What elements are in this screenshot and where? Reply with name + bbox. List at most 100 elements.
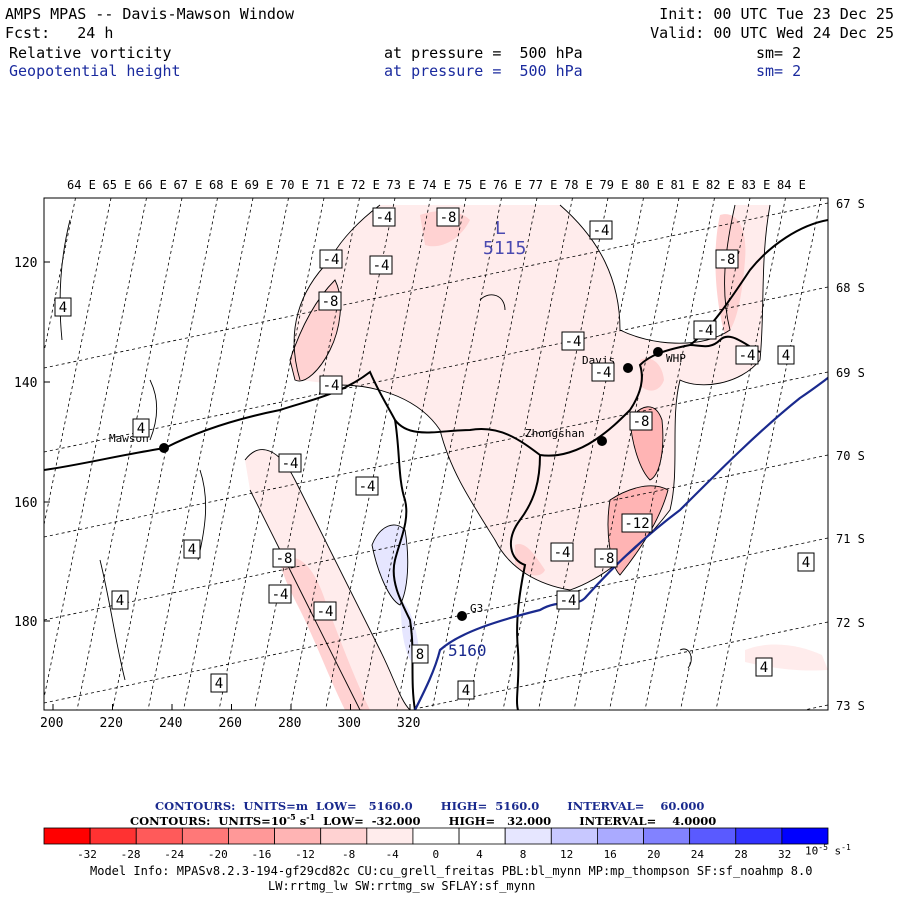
lat-label: 72 S: [836, 616, 865, 630]
lat-gridline: [407, 621, 828, 710]
vort-label-box: [183, 539, 201, 559]
unit-s: s: [827, 844, 842, 858]
lon-label: 77 E: [529, 178, 558, 192]
height-contour-label: 5160: [448, 641, 487, 660]
station-dot: [457, 611, 467, 621]
vort-label: -8: [272, 548, 296, 568]
station-label: Zhongshan: [525, 427, 585, 440]
vort-label-box: [755, 657, 773, 677]
colorbar: -32 -28 -24 -20 -16 -12 -8 -4 0 4 8 12 16 20 24 28 32: [43, 827, 829, 861]
vort-label-text: -8: [440, 210, 457, 226]
colorbar-cell: [228, 827, 275, 845]
vort-label-box: [589, 220, 613, 240]
lon-label: 82 E: [706, 178, 735, 192]
vort-label-box: [621, 513, 653, 533]
vort-label: -4: [561, 331, 585, 351]
lat-label: 73 S: [836, 699, 865, 713]
vort-label: 4: [132, 418, 150, 438]
vort-label-text: -4: [282, 456, 299, 472]
x-tick-label: 300: [338, 716, 361, 731]
vort-label-box: [411, 644, 429, 664]
unit-exp: -5: [818, 843, 828, 852]
colorbar-cell: [735, 827, 783, 845]
colorbar-label: 32: [778, 848, 791, 861]
colorbar-cell: [366, 827, 414, 845]
colorbar-cell: [43, 827, 91, 845]
vort-label: -8: [318, 291, 342, 311]
height-contour-5160: [414, 376, 828, 710]
vort-label-box: [319, 249, 343, 269]
vort-label-text: -8: [276, 551, 293, 567]
x-axis-ticks: 200 220 240 260 280 300 320: [40, 704, 420, 731]
field1-name: Relative vorticity: [9, 44, 172, 62]
plot-title: AMPS MPAS -- Davis-Mawson Window: [5, 5, 294, 23]
colorbar-cell: [458, 827, 506, 845]
station-dot: [653, 347, 663, 357]
colorbar-label: -28: [121, 848, 141, 861]
lon-label: 64 E: [67, 178, 96, 192]
vort-label-text: -4: [272, 587, 289, 603]
lat-label: 70 S: [836, 449, 865, 463]
vort-label: -4: [556, 590, 580, 610]
vort-label-text: 4: [802, 555, 810, 571]
colorbar-label: 20: [647, 848, 660, 861]
lon-label: 79 E: [600, 178, 629, 192]
colorbar-cell: [597, 827, 644, 845]
vort-label-text: -4: [560, 593, 577, 609]
colorbar-cell: [135, 827, 183, 845]
vort-label: -4: [319, 375, 343, 395]
vort-label-text: 8: [416, 647, 424, 663]
vort-label-text: -4: [376, 210, 393, 226]
lon-label: 71 E: [316, 178, 345, 192]
height-contour-info: CONTOURS: UNITS=m LOW= 5160.0 HIGH= 5160…: [155, 799, 705, 813]
vort-label-text: 4: [760, 660, 768, 676]
colorbar-label: 24: [691, 848, 705, 861]
vort-label-text: -4: [373, 258, 390, 274]
x-tick-label: 220: [100, 716, 123, 731]
vort-label: -4: [735, 345, 759, 365]
lon-label: 81 E: [671, 178, 700, 192]
lat-gridline: [44, 371, 828, 538]
vort-label: -4: [319, 249, 343, 269]
vort-label-box: [210, 673, 228, 693]
lon-label: 69 E: [245, 178, 274, 192]
lon-label: 72 E: [351, 178, 380, 192]
vort-label: -8: [436, 207, 460, 227]
vort-label-box: [372, 207, 396, 227]
lon-label: 78 E: [564, 178, 593, 192]
vort-label-box: [556, 590, 580, 610]
vort-label: -8: [594, 548, 618, 568]
y-tick-label: 180: [14, 615, 37, 630]
vort-label-box: [54, 297, 72, 317]
station-dot: [597, 436, 607, 446]
vort-label-text: -4: [593, 223, 610, 239]
vort-label: -8: [629, 411, 653, 431]
vort-label: 4: [111, 590, 129, 610]
vort-label: 4: [457, 680, 475, 700]
longitude-labels: 64 E 65 E 66 E 67 E 68 E 69 E 70 E 71 E 72 E 73 E…: [67, 178, 806, 192]
lat-label: 71 S: [836, 532, 865, 546]
vort-label-text: -4: [739, 348, 756, 364]
vort-label-text: -8: [633, 414, 650, 430]
vort-label: -4: [355, 476, 379, 496]
valid-time: Valid: 00 UTC Wed 24 Dec 25: [650, 24, 894, 42]
field1-level: at pressure = 500 hPa: [384, 44, 583, 62]
vort-label-text: 4: [462, 683, 470, 699]
colorbar-cell: [504, 827, 552, 845]
vort-label: 4: [54, 297, 72, 317]
vort-label: -4: [268, 584, 292, 604]
colorbar-label: 0: [432, 848, 439, 861]
colorbar-cell: [781, 827, 829, 845]
vort-label-box: [278, 453, 302, 473]
vort-label-box: [550, 542, 574, 562]
vort-label-box: [272, 548, 296, 568]
vort-label: -4: [591, 362, 615, 382]
x-tick-label: 260: [219, 716, 242, 731]
field2-smoothing: sm= 2: [756, 62, 802, 80]
vort-info-b: s: [295, 813, 307, 828]
lon-gridline: [0, 198, 40, 710]
lat-gridline: [44, 454, 828, 621]
x-tick-label: 320: [397, 716, 420, 731]
lon-label: 84 E: [777, 178, 806, 192]
